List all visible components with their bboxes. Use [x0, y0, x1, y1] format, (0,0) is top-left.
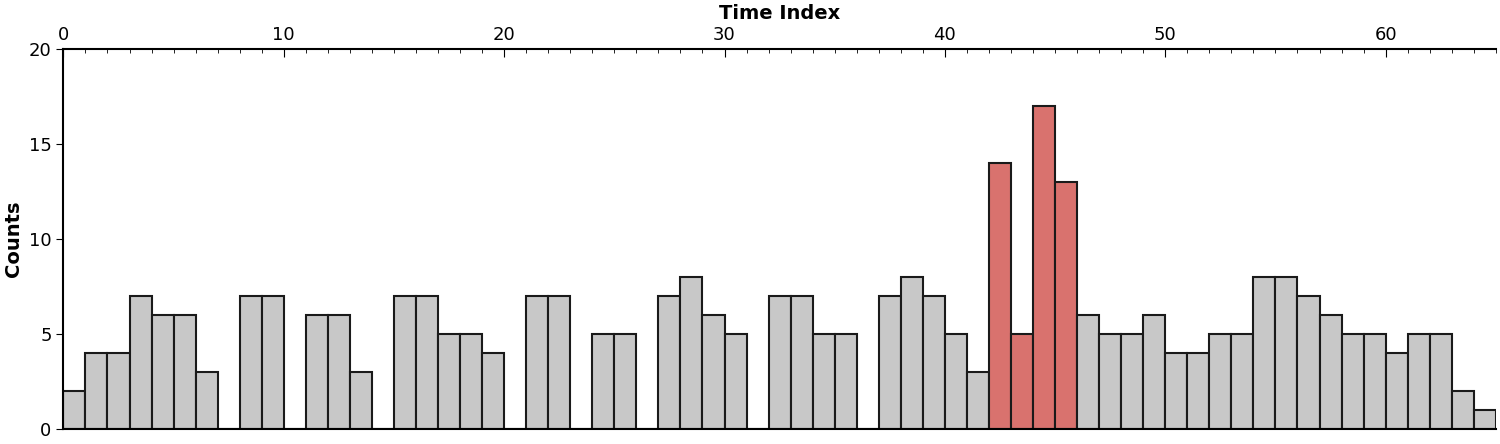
Bar	[438, 334, 460, 429]
Bar	[615, 334, 636, 429]
Bar	[1254, 277, 1275, 429]
Bar	[526, 296, 548, 429]
Bar	[1166, 353, 1188, 429]
Bar	[1011, 334, 1034, 429]
Bar	[945, 334, 968, 429]
Y-axis label: Counts: Counts	[4, 201, 22, 277]
X-axis label: Time Index: Time Index	[718, 4, 840, 23]
Bar	[1188, 353, 1209, 429]
Bar	[1452, 391, 1474, 429]
Bar	[1275, 277, 1298, 429]
Bar	[416, 296, 438, 429]
Bar	[968, 372, 988, 429]
Bar	[1474, 410, 1496, 429]
Bar	[174, 315, 195, 429]
Bar	[1034, 106, 1054, 429]
Bar	[592, 334, 615, 429]
Bar	[350, 372, 372, 429]
Bar	[1341, 334, 1364, 429]
Bar	[63, 391, 86, 429]
Bar	[658, 296, 681, 429]
Bar	[1386, 353, 1407, 429]
Bar	[548, 296, 570, 429]
Bar	[1430, 334, 1452, 429]
Bar	[922, 296, 945, 429]
Bar	[195, 372, 217, 429]
Bar	[902, 277, 922, 429]
Bar	[1320, 315, 1341, 429]
Bar	[1143, 315, 1166, 429]
Bar	[394, 296, 416, 429]
Bar	[1209, 334, 1231, 429]
Bar	[240, 296, 261, 429]
Bar	[1100, 334, 1120, 429]
Bar	[879, 296, 902, 429]
Bar	[86, 353, 108, 429]
Bar	[261, 296, 284, 429]
Bar	[152, 315, 174, 429]
Bar	[834, 334, 856, 429]
Bar	[790, 296, 813, 429]
Bar	[702, 315, 724, 429]
Bar	[988, 163, 1011, 429]
Bar	[306, 315, 328, 429]
Bar	[460, 334, 482, 429]
Bar	[1232, 334, 1254, 429]
Bar	[482, 353, 504, 429]
Bar	[724, 334, 747, 429]
Bar	[1407, 334, 1430, 429]
Bar	[1120, 334, 1143, 429]
Bar	[813, 334, 834, 429]
Bar	[129, 296, 152, 429]
Bar	[768, 296, 790, 429]
Bar	[1054, 182, 1077, 429]
Bar	[328, 315, 350, 429]
Bar	[1364, 334, 1386, 429]
Bar	[108, 353, 129, 429]
Bar	[1298, 296, 1320, 429]
Bar	[1077, 315, 1100, 429]
Bar	[681, 277, 702, 429]
